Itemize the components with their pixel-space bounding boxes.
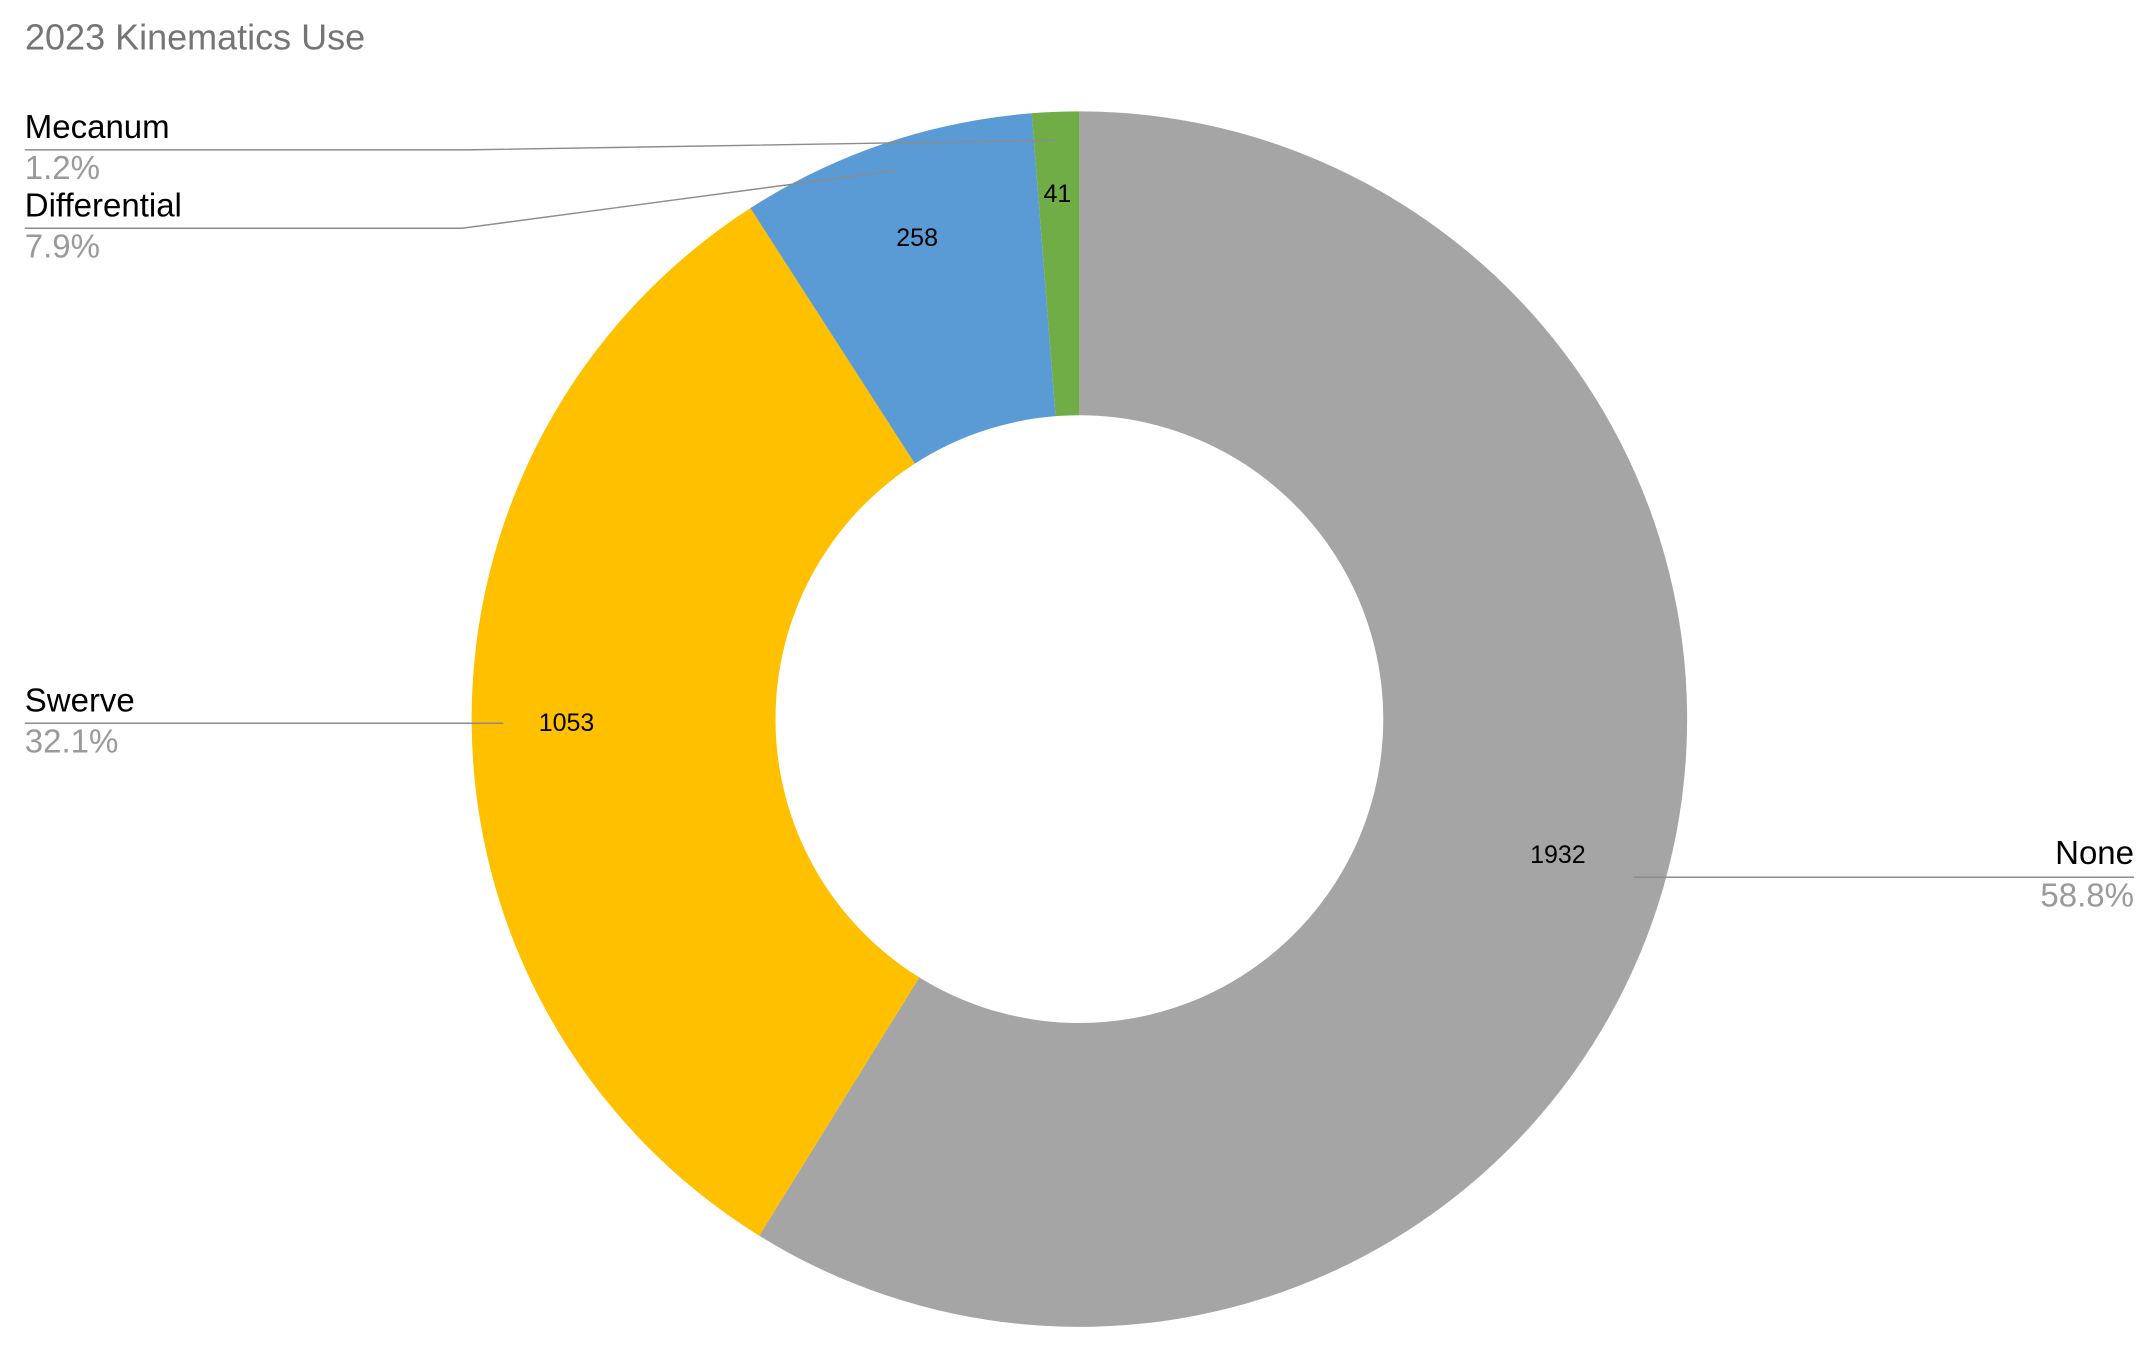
leader-line bbox=[24, 139, 1057, 151]
percent-label: 32.1% bbox=[25, 723, 119, 760]
donut-slice bbox=[750, 113, 1056, 464]
category-label: Differential bbox=[25, 186, 182, 223]
category-label: Swerve bbox=[25, 681, 135, 718]
category-label: None bbox=[2055, 834, 2134, 871]
percent-label: 58.8% bbox=[2040, 877, 2134, 914]
leader-line bbox=[24, 169, 896, 229]
data-label: 1932 bbox=[1530, 841, 1586, 869]
percent-label: 7.9% bbox=[25, 228, 100, 265]
data-label: 1053 bbox=[539, 709, 595, 737]
donut-slice bbox=[1031, 111, 1080, 417]
chart-title: 2023 Kinematics Use bbox=[25, 17, 365, 58]
percent-label: 1.2% bbox=[25, 149, 100, 186]
data-label: 258 bbox=[896, 224, 938, 252]
donut-slice bbox=[759, 111, 1688, 1327]
donut-slice bbox=[471, 208, 920, 1236]
data-label: 41 bbox=[1043, 180, 1071, 208]
category-label: Mecanum bbox=[25, 108, 170, 145]
